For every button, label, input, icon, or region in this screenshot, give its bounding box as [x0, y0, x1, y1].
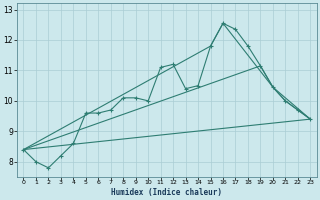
- X-axis label: Humidex (Indice chaleur): Humidex (Indice chaleur): [111, 188, 222, 197]
